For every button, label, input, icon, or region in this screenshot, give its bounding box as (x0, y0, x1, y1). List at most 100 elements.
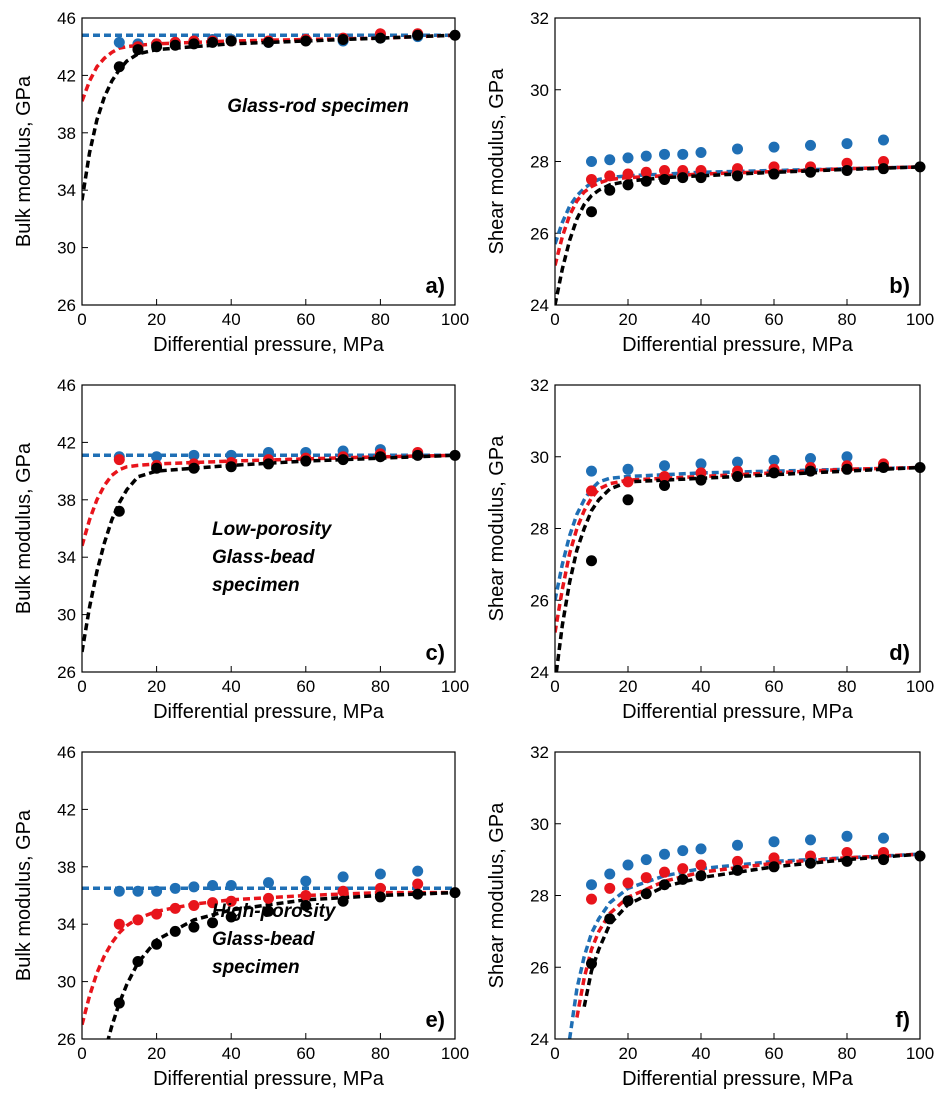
data-point (768, 836, 780, 848)
data-point (841, 846, 853, 858)
data-point (805, 465, 816, 477)
x-tick-label: 80 (838, 310, 857, 329)
annotation: specimen (212, 957, 300, 978)
data-point (768, 168, 780, 180)
data-point (622, 152, 634, 164)
data-point (151, 908, 163, 920)
x-tick-label: 60 (296, 677, 315, 696)
data-point (659, 866, 670, 878)
y-tick-label: 30 (57, 973, 76, 992)
y-tick-label: 30 (530, 448, 549, 467)
y-tick-label: 46 (57, 743, 76, 762)
data-point (622, 877, 634, 889)
data-point (805, 857, 816, 869)
data-point (207, 917, 219, 929)
data-point (732, 855, 743, 867)
data-point (300, 455, 312, 467)
x-tick-label: 20 (619, 677, 638, 696)
data-point (695, 172, 707, 184)
annotation: High-porosity (212, 901, 337, 922)
data-point (374, 32, 386, 44)
data-point (337, 895, 349, 907)
data-point (169, 39, 181, 51)
x-tick-label: 0 (77, 1044, 86, 1063)
data-point (732, 839, 743, 851)
y-tick-label: 32 (530, 743, 549, 762)
data-point (732, 170, 743, 182)
data-point (412, 449, 424, 461)
data-point (677, 148, 689, 160)
x-tick-label: 40 (692, 1044, 711, 1063)
data-point (113, 885, 125, 897)
y-tick-label: 38 (57, 858, 76, 877)
data-point (622, 859, 634, 871)
data-point (677, 873, 689, 885)
panel-label: a) (425, 273, 445, 298)
subplot: 0 20 40 60 80 100 24 26 28 30 32 Differential press… (486, 376, 934, 723)
x-tick-label: 100 (441, 1044, 469, 1063)
x-tick-label: 20 (147, 677, 166, 696)
data-point (132, 914, 144, 926)
data-point (677, 863, 689, 875)
x-tick-label: 40 (692, 677, 711, 696)
data-point (805, 834, 816, 846)
data-point (640, 166, 652, 178)
data-point (132, 956, 144, 968)
fit-curve (555, 465, 920, 601)
y-tick-label: 42 (57, 800, 76, 819)
data-point (732, 864, 743, 876)
subplot: 0 20 40 60 80 100 24 26 28 30 32 Differential press… (486, 9, 934, 356)
y-axis-label: Bulk modulus, GPa (13, 75, 35, 247)
data-point (586, 173, 597, 185)
y-tick-label: 32 (530, 9, 549, 28)
data-point (586, 879, 597, 891)
data-point (188, 449, 200, 461)
data-point (337, 34, 349, 46)
data-point (640, 872, 652, 884)
y-tick-label: 38 (57, 491, 76, 510)
data-point (841, 451, 853, 463)
x-axis-label: Differential pressure, MPa (622, 1068, 854, 1090)
y-tick-label: 26 (57, 296, 76, 315)
plot-area (555, 465, 920, 672)
x-tick-label: 0 (77, 310, 86, 329)
fit-curve (82, 33, 455, 102)
y-tick-label: 24 (530, 1030, 549, 1049)
subplot: 0 20 40 60 80 100 26 30 34 38 42 46 Differential pre… (13, 743, 469, 1090)
data-point (622, 895, 634, 907)
x-tick-label: 80 (838, 1044, 857, 1063)
x-axis-label: Differential pressure, MPa (153, 334, 385, 356)
data-point (768, 852, 780, 864)
data-point (263, 458, 274, 470)
data-point (677, 845, 689, 857)
data-point (586, 893, 597, 905)
data-point (207, 897, 219, 909)
x-tick-label: 80 (371, 310, 390, 329)
y-tick-label: 46 (57, 376, 76, 395)
data-point (151, 938, 163, 950)
data-point (263, 905, 274, 917)
data-point (805, 453, 816, 465)
plot-area (82, 33, 455, 201)
data-point (300, 875, 312, 887)
y-tick-label: 32 (530, 376, 549, 395)
data-point (151, 451, 163, 463)
data-point (732, 143, 743, 155)
data-point (337, 871, 349, 883)
data-point (188, 921, 200, 933)
data-point (622, 463, 634, 475)
data-point (586, 465, 597, 477)
data-point (622, 494, 634, 506)
y-tick-label: 42 (57, 433, 76, 452)
data-point (695, 859, 707, 871)
data-point (113, 36, 125, 48)
annotation: Low-porosity (212, 519, 333, 540)
data-point (263, 36, 274, 48)
y-tick-label: 42 (57, 66, 76, 85)
annotation: Glass-rod specimen (227, 96, 409, 117)
y-tick-label: 30 (530, 815, 549, 834)
x-tick-label: 40 (222, 1044, 241, 1063)
data-point (878, 854, 889, 866)
y-axis-label: Shear modulus, GPa (486, 802, 508, 989)
data-point (622, 476, 634, 488)
